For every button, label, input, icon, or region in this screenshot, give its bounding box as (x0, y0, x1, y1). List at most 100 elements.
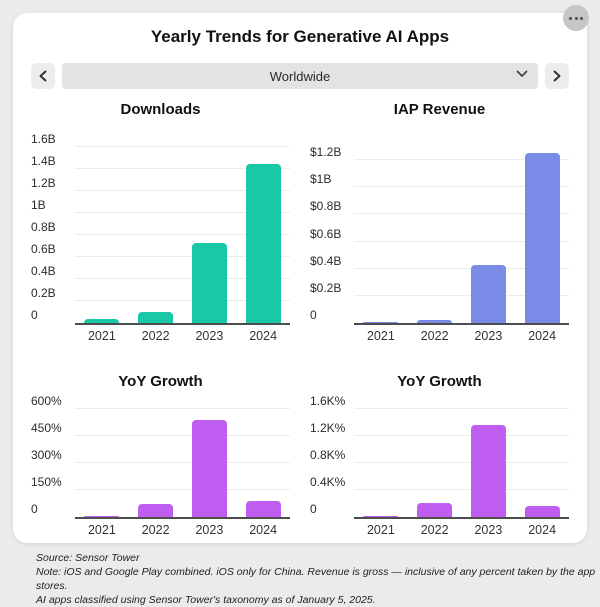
x-tick-label: 2021 (87, 523, 116, 537)
bars-layer (75, 147, 290, 323)
y-tick-label: 1.4B (31, 154, 56, 168)
chart-plot-area: 0 $0.2B $0.4B $0.6B $0.8B $1B $1.2B (310, 146, 569, 325)
chart-title: YoY Growth (397, 373, 482, 390)
bar-2023[interactable] (470, 424, 506, 517)
bar-2023[interactable] (191, 242, 227, 323)
region-dropdown[interactable]: Worldwide (62, 63, 538, 89)
y-tick-label: 300% (31, 448, 62, 462)
chart-title: YoY Growth (118, 373, 203, 390)
gridline (354, 186, 569, 188)
chart-title: Downloads (120, 101, 201, 118)
gridline (75, 190, 290, 191)
chart-yoy-growth-downloads: YoY Growth 0 150% 300% 450% 600% 2021 2022 202… (31, 373, 290, 537)
gridline (75, 462, 290, 463)
gridline (75, 278, 290, 279)
bar-2021[interactable] (363, 322, 399, 323)
bar-2023[interactable] (470, 264, 506, 323)
charts-grid: Downloads 0 0.2B 0.4B 0.6B 0.8B 1B 1.2B 1.4B 1.6… (31, 101, 569, 537)
gridline (354, 408, 569, 409)
bar-2024[interactable] (524, 153, 560, 323)
source-note: Source: Sensor Tower Note: iOS and Googl… (36, 551, 600, 607)
gridline (75, 234, 290, 235)
bar-2024[interactable] (245, 500, 281, 517)
x-tick-label: 2023 (195, 329, 224, 343)
chart-plot-area: 0 150% 300% 450% 600% (31, 395, 290, 519)
region-dropdown-value: Worldwide (269, 68, 331, 84)
y-tick-label: 1.6B (31, 132, 56, 146)
gridline (354, 462, 569, 463)
source-line: Source: Sensor Tower (36, 552, 140, 564)
x-tick-label: 2023 (474, 329, 503, 343)
x-tick-label: 2024 (249, 523, 278, 537)
x-axis-labels: 2021 2022 2023 2024 (354, 523, 569, 537)
bar-slot (408, 409, 462, 517)
y-tick-label: 150% (31, 475, 62, 489)
x-axis-labels: 2021 2022 2023 2024 (354, 329, 569, 343)
x-tick-label: 2024 (528, 523, 557, 537)
x-axis-labels: 2021 2022 2023 2024 (75, 523, 290, 537)
bar-slot (236, 409, 290, 517)
y-tick-label: $0.4B (310, 253, 342, 268)
gridline (75, 489, 290, 490)
bar-2021[interactable] (363, 516, 399, 517)
chevron-left-icon (39, 70, 47, 82)
y-tick-label: 0.2B (31, 286, 56, 300)
x-axis-labels: 2021 2022 2023 2024 (75, 329, 290, 343)
prev-button[interactable] (31, 63, 55, 89)
y-tick-label: 0 (310, 502, 317, 516)
x-tick-label: 2023 (474, 523, 503, 537)
bar-slot (75, 147, 129, 323)
gridline (75, 146, 290, 147)
bar-2024[interactable] (245, 163, 281, 323)
bar-slot (183, 409, 237, 517)
y-tick-label: $0.2B (310, 280, 342, 295)
y-tick-label: 0.8K% (310, 448, 346, 462)
gridline (354, 267, 569, 269)
next-button[interactable] (545, 63, 569, 89)
bar-slot (354, 409, 408, 517)
bar-2022[interactable] (138, 503, 174, 517)
x-tick-label: 2024 (528, 329, 557, 343)
x-tick-label: 2022 (420, 329, 449, 343)
x-tick-label: 2024 (249, 329, 278, 343)
x-tick-label: 2022 (420, 523, 449, 537)
y-tick-label: $0.8B (310, 199, 342, 214)
chart-yoy-growth-revenue: YoY Growth 0 0.4K% 0.8K% 1.2K% 1.6K% 2021 202… (310, 373, 569, 537)
bar-slot (354, 160, 408, 323)
bar-2024[interactable] (524, 506, 560, 517)
bar-slot (75, 409, 129, 517)
y-tick-label: 1.2B (31, 176, 56, 190)
y-tick-label: 0 (31, 502, 38, 516)
gridline (75, 256, 290, 257)
bar-2022[interactable] (417, 502, 453, 517)
bar-2021[interactable] (84, 516, 120, 517)
chart-iap-revenue: IAP Revenue 0 $0.2B $0.4B $0.6B $0.8B $1B $1.2… (310, 101, 569, 343)
y-tick-label: 450% (31, 421, 62, 435)
bar-slot (236, 147, 290, 323)
bar-2022[interactable] (417, 320, 453, 323)
bar-slot (515, 153, 569, 323)
note-line: Note: iOS and Google Play combined. iOS … (36, 566, 596, 592)
y-tick-label: $1B (310, 172, 332, 187)
y-tick-label: 0 (310, 308, 317, 322)
y-tick-label: 0 (31, 308, 38, 322)
ellipsis-menu-button[interactable] (563, 5, 589, 31)
bar-2022[interactable] (138, 312, 174, 323)
ellipsis-icon (574, 16, 578, 20)
gridline (354, 240, 569, 242)
bar-slot (408, 160, 462, 323)
bars-layer (354, 409, 569, 517)
x-tick-label: 2023 (195, 523, 224, 537)
gridline (75, 408, 290, 409)
y-tick-label: 0.4K% (310, 475, 346, 489)
bar-2023[interactable] (191, 419, 227, 517)
dashboard-card: Yearly Trends for Generative AI Apps Wor… (13, 13, 587, 543)
bar-slot (462, 409, 516, 517)
taxonomy-line: AI apps classified using Sensor Tower's … (36, 594, 376, 606)
x-tick-label: 2022 (141, 523, 170, 537)
bar-2021[interactable] (84, 318, 120, 323)
x-tick-label: 2021 (366, 523, 395, 537)
bar-slot (183, 147, 237, 323)
gridline (354, 159, 569, 160)
chart-title: IAP Revenue (393, 101, 486, 118)
